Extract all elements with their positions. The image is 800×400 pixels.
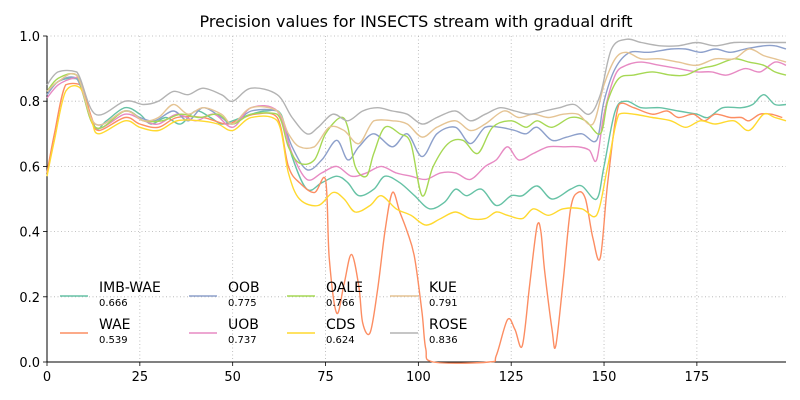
y-tick-label: 0.0	[19, 356, 40, 371]
y-tick-label: 0.8	[19, 95, 40, 110]
legend-label-imb-wae: IMB-WAE	[99, 280, 161, 296]
legend-score-cds: 0.624	[326, 335, 355, 346]
x-tick-label: 0	[43, 370, 51, 385]
chart-title: Precision values for INSECTS stream with…	[200, 12, 633, 31]
legend-label-uob: UOB	[228, 317, 259, 333]
series-line-rose	[46, 38, 786, 135]
legend-score-wae: 0.539	[99, 335, 128, 346]
x-tick-label: 125	[499, 370, 524, 385]
x-tick-label: 25	[132, 370, 149, 385]
axes: 0 25 50 75 100 125 150 175 0.0 0.2 0.4 0.6 0.8 1.0	[19, 30, 786, 385]
series-line-cds	[46, 85, 787, 226]
legend-label-rose: ROSE	[429, 317, 467, 333]
x-tick-label: 100	[406, 370, 431, 385]
y-tick-label: 0.4	[19, 226, 40, 241]
legend-score-oob: 0.775	[228, 298, 257, 309]
legend: IMB-WAE 0.666 WAE 0.539 OOB 0.775 UOB 0.737 OALE…	[60, 280, 467, 346]
grid-lines	[46, 35, 786, 363]
series-line-kue	[46, 48, 787, 149]
legend-label-wae: WAE	[99, 317, 131, 333]
y-tick-label: 0.6	[19, 160, 40, 175]
legend-score-imb-wae: 0.666	[99, 298, 128, 309]
series-line-oale	[46, 58, 787, 197]
legend-label-kue: KUE	[429, 280, 457, 296]
series-line-imb-wae	[46, 77, 787, 210]
legend-score-rose: 0.836	[429, 335, 458, 346]
legend-label-oale: OALE	[326, 280, 363, 296]
legend-label-oob: OOB	[228, 280, 260, 296]
x-tick-label: 75	[317, 370, 334, 385]
y-tick-label: 0.2	[19, 291, 40, 306]
x-tick-label: 175	[684, 370, 709, 385]
legend-score-kue: 0.791	[429, 298, 458, 309]
legend-score-uob: 0.737	[228, 335, 257, 346]
x-tick-label: 150	[592, 370, 617, 385]
y-tick-label: 1.0	[19, 30, 40, 45]
x-tick-label: 50	[224, 370, 241, 385]
series-line-wae	[46, 82, 783, 364]
legend-label-cds: CDS	[326, 317, 356, 333]
legend-score-oale: 0.766	[326, 298, 355, 309]
series-line-oob	[46, 44, 787, 171]
series-lines	[46, 38, 787, 364]
